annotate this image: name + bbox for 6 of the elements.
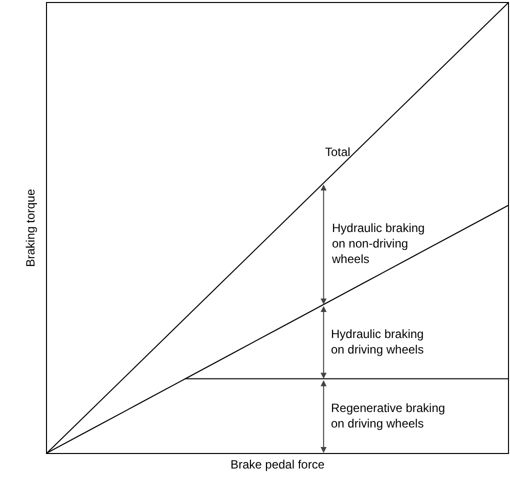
- x-axis-title: Brake pedal force: [230, 457, 325, 472]
- y-axis-title: Braking torque: [23, 188, 38, 268]
- annotation: Total: [325, 145, 350, 159]
- annotation: Regenerative braking on driving wheels: [331, 401, 446, 431]
- annotation: Hydraulic braking on driving wheels: [331, 327, 424, 357]
- annotation: Hydraulic braking on non-driving wheels: [331, 221, 425, 266]
